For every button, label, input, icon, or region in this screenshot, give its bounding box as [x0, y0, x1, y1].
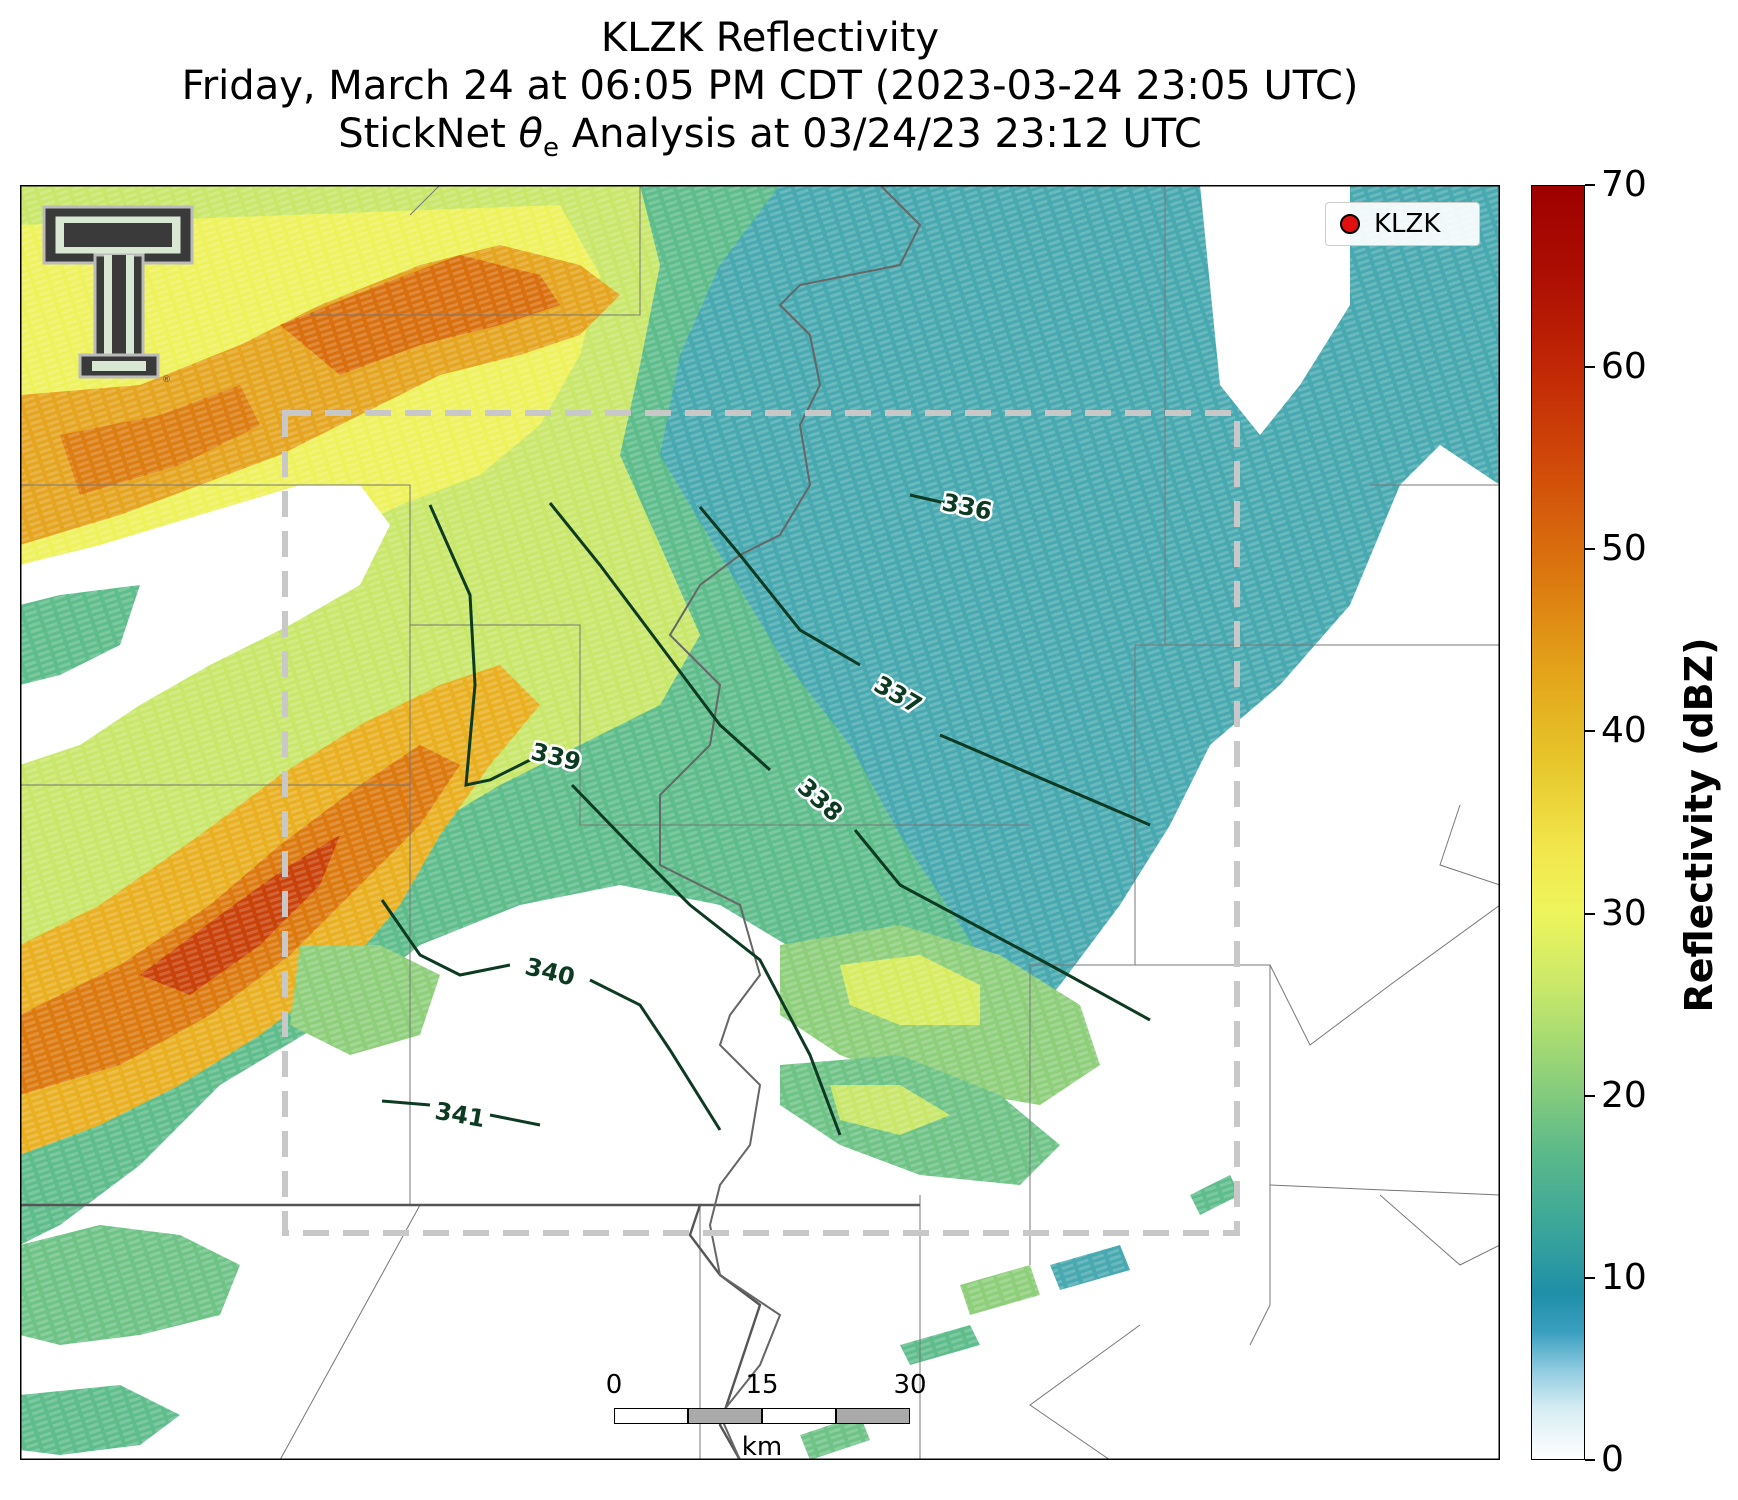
figure-title: KLZK Reflectivity Friday, March 24 at 06…: [0, 14, 1540, 172]
theta-subscript: e: [542, 133, 559, 163]
scale-seg-4: [836, 1408, 910, 1424]
colorbar-tick-label-50: 50: [1601, 528, 1647, 570]
colorbar-tick-label-70: 70: [1601, 164, 1647, 205]
colorbar-gradient: [1531, 185, 1585, 1460]
map-legend: KLZK: [1325, 202, 1480, 246]
map-frame: [20, 185, 1500, 1460]
colorbar-tick-60: [1585, 366, 1595, 369]
colorbar-tick-label-10: 10: [1601, 1256, 1647, 1298]
scale-tick-0: 0: [605, 1370, 623, 1400]
scale-seg-1: [614, 1408, 688, 1424]
colorbar-tick-label-20: 20: [1601, 1074, 1647, 1116]
radar-marker-icon: [1340, 214, 1360, 234]
reflectivity-field: [20, 185, 1500, 1460]
title-radar: KLZK Reflectivity: [600, 15, 940, 61]
county-boundaries: [20, 185, 1500, 1460]
colorbar-tick-30: [1585, 912, 1595, 915]
radar-map: 336 337 338 339 340 341: [20, 185, 1500, 1460]
contour-336: [909, 493, 946, 505]
contour-337-b: [939, 733, 1151, 827]
colorbar-tick-0: [1585, 1459, 1595, 1461]
colorbar-tick-label-0: 0: [1601, 1439, 1624, 1480]
scale-bar: 0 15 30 km: [606, 1370, 927, 1462]
scale-tick-15: 15: [745, 1370, 779, 1400]
colorbar-tick-20: [1585, 1094, 1595, 1097]
svg-text:®: ®: [162, 375, 171, 385]
contour-339-b: [570, 783, 842, 1136]
scale-unit: km: [741, 1432, 783, 1462]
contour-339: [428, 504, 531, 787]
contour-340-b: [589, 978, 722, 1131]
contour-340: [380, 899, 511, 977]
colorbar-tick-label-40: 40: [1601, 710, 1647, 752]
contour-337: [698, 506, 861, 667]
scale-tick-30: 30: [893, 1370, 927, 1400]
colorbar-tick-label-30: 30: [1601, 892, 1647, 934]
scale-seg-3: [762, 1408, 836, 1424]
theta-e-contours: [380, 493, 1151, 1136]
colorbar-tick-50: [1585, 548, 1595, 551]
colorbar-tick-70: [1585, 184, 1595, 186]
colorbar-label: Reflectivity (dBZ): [1677, 637, 1721, 1013]
contour-341-b: [489, 1113, 541, 1127]
contour-341: [381, 1099, 431, 1107]
title-datetime: Friday, March 24 at 06:05 PM CDT (2023-0…: [181, 63, 1359, 109]
theta-symbol: θ: [518, 111, 543, 157]
title-analysis-prefix: StickNet: [338, 111, 519, 157]
scale-seg-2: [688, 1408, 762, 1424]
legend-label: KLZK: [1374, 209, 1441, 239]
colorbar-tick-40: [1585, 730, 1595, 733]
colorbar-tick-label-60: 60: [1601, 346, 1647, 388]
analysis-domain-box: [282, 410, 1240, 1236]
colorbar: 0 10 20 30 40 50 60 70 Reflectivity (dBZ): [1531, 167, 1731, 1478]
title-analysis-suffix: Analysis at 03/24/23 23:12 UTC: [558, 111, 1202, 157]
colorbar-tick-10: [1585, 1276, 1595, 1279]
texas-tech-double-t-logo: ®: [42, 205, 194, 385]
contour-338-b: [853, 829, 1151, 1022]
contour-338: [548, 502, 772, 772]
title-analysis: StickNet θe Analysis at 03/24/23 23:12 U…: [0, 110, 1540, 172]
